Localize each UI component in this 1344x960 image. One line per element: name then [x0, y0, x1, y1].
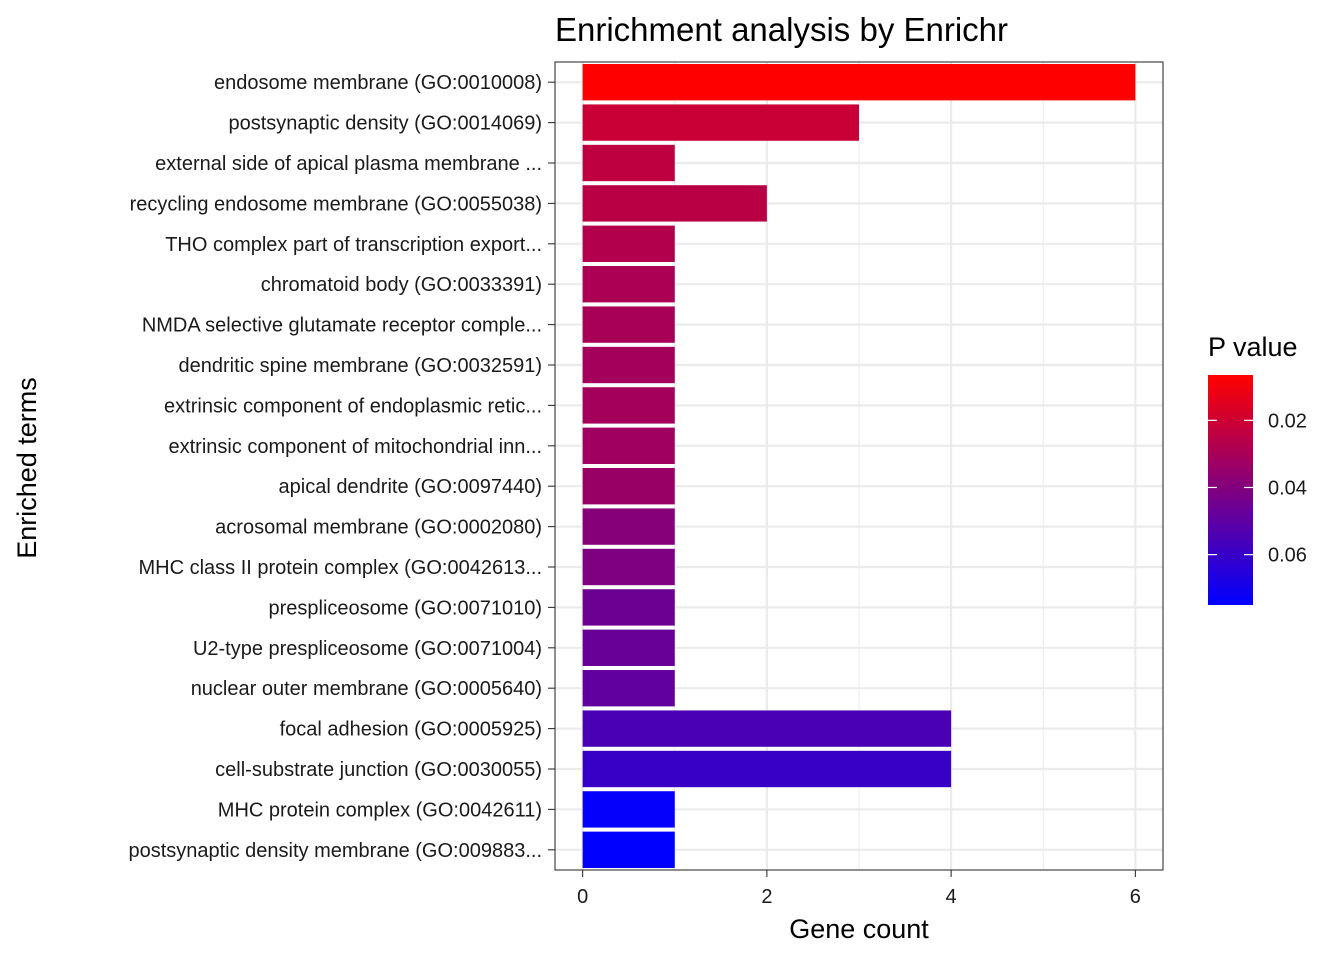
y-tick-label: apical dendrite (GO:0097440)	[279, 476, 543, 498]
x-tick-label: 2	[761, 886, 772, 908]
colorbar	[1208, 375, 1253, 605]
bar	[582, 225, 675, 262]
bar	[582, 346, 675, 384]
colorbar-tick-label: 0.06	[1268, 545, 1307, 567]
y-tick-label: MHC protein complex (GO:0042611)	[218, 799, 542, 821]
bar	[582, 64, 1136, 101]
bar	[582, 589, 675, 626]
plot-panel-border	[554, 61, 1164, 871]
y-tick-label: MHC class II protein complex (GO:0042613…	[139, 557, 543, 579]
x-tick-label: 6	[1130, 886, 1141, 908]
bar	[582, 266, 675, 303]
bar	[582, 670, 675, 707]
y-tick-label: endosome membrane (GO:0010008)	[214, 72, 542, 94]
y-tick-label: cell-substrate junction (GO:0030055)	[215, 759, 542, 781]
y-tick-label: external side of apical plasma membrane …	[155, 153, 542, 175]
legend-title: P value	[1208, 332, 1298, 362]
bar	[582, 427, 675, 464]
bar	[582, 508, 675, 545]
bar	[582, 468, 675, 505]
bar	[582, 831, 675, 868]
x-tick-label: 4	[946, 886, 957, 908]
y-tick-label: nuclear outer membrane (GO:0005640)	[191, 678, 542, 700]
bar	[582, 710, 952, 747]
y-tick-label: focal adhesion (GO:0005925)	[280, 719, 542, 741]
x-axis: 0 2 4 6	[577, 870, 1141, 908]
y-tick-label: extrinsic component of endoplasmic retic…	[164, 395, 542, 417]
bar	[582, 548, 675, 586]
bar-group	[582, 64, 1136, 868]
bar	[582, 144, 675, 182]
colorbar-tick-label: 0.02	[1268, 410, 1307, 432]
y-tick-label: recycling endosome membrane (GO:0055038)	[130, 193, 542, 215]
bar	[582, 629, 675, 666]
y-tick-label: U2-type prespliceosome (GO:0071004)	[193, 638, 542, 660]
y-tick-label: dendritic spine membrane (GO:0032591)	[178, 355, 542, 377]
y-tick-label: postsynaptic density membrane (GO:009883…	[128, 840, 542, 862]
y-tick-label: postsynaptic density (GO:0014069)	[228, 113, 542, 135]
bar	[582, 791, 675, 828]
x-tick-label: 0	[577, 886, 588, 908]
y-tick-label: acrosomal membrane (GO:0002080)	[215, 517, 542, 539]
y-tick-label: extrinsic component of mitochondrial inn…	[168, 436, 542, 458]
y-tick-label: chromatoid body (GO:0033391)	[261, 274, 542, 296]
y-axis: endosome membrane (GO:0010008) postsynapt…	[128, 72, 555, 862]
y-tick-label: THO complex part of transcription export…	[165, 234, 542, 256]
x-axis-title: Gene count	[789, 914, 929, 944]
y-tick-label: NMDA selective glutamate receptor comple…	[142, 315, 542, 337]
y-tick-label: prespliceosome (GO:0071010)	[269, 597, 542, 619]
y-axis-title: Enriched terms	[12, 377, 42, 559]
bar	[582, 185, 767, 222]
colorbar-tick-label: 0.04	[1268, 477, 1307, 499]
bar	[582, 750, 952, 788]
bar	[582, 104, 859, 141]
colorbar-legend: P value 0.02 0.04 0.06	[1208, 332, 1307, 605]
bar	[582, 387, 675, 424]
bar	[582, 306, 675, 343]
chart-title: Enrichment analysis by Enrichr	[555, 11, 1008, 48]
